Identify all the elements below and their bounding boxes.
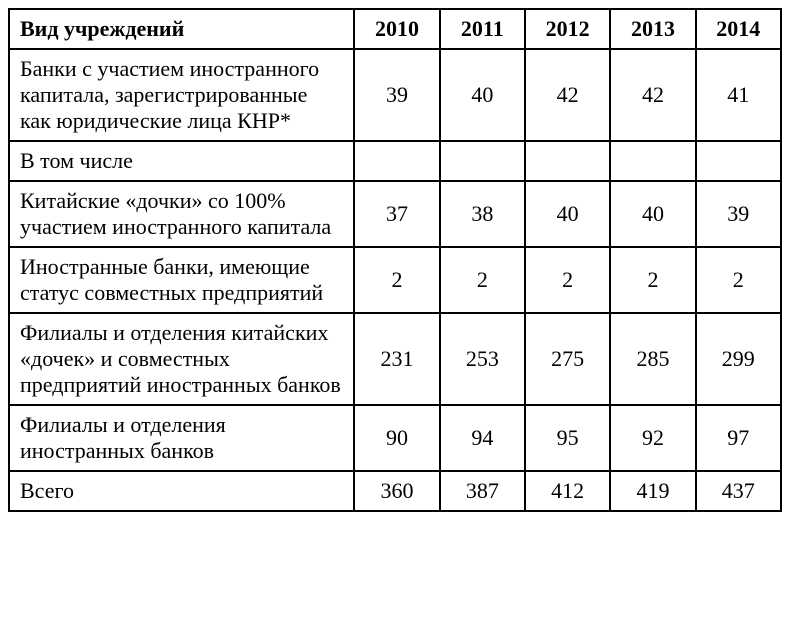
cell-value: 95 <box>525 405 610 471</box>
col-header-2012: 2012 <box>525 9 610 49</box>
row-label: Филиалы и отделения иностранных банков <box>9 405 354 471</box>
cell-value: 2 <box>440 247 525 313</box>
table-row: Банки с участием иностранного капитала, … <box>9 49 781 141</box>
cell-value: 92 <box>610 405 695 471</box>
table-row: Иностранные банки, имеющие статус совмес… <box>9 247 781 313</box>
cell-value <box>610 141 695 181</box>
row-label: Филиалы и отделения китайских «дочек» и … <box>9 313 354 405</box>
col-header-2011: 2011 <box>440 9 525 49</box>
header-row: Вид учреждений 2010 2011 2012 2013 2014 <box>9 9 781 49</box>
cell-value: 387 <box>440 471 525 511</box>
table-body: Банки с участием иностранного капитала, … <box>9 49 781 511</box>
row-label: Китайские «дочки» со 100% участием иност… <box>9 181 354 247</box>
cell-value: 37 <box>354 181 439 247</box>
row-label: Иностранные банки, имеющие статус совмес… <box>9 247 354 313</box>
cell-value: 419 <box>610 471 695 511</box>
table-row: Всего 360 387 412 419 437 <box>9 471 781 511</box>
cell-value: 285 <box>610 313 695 405</box>
cell-value: 253 <box>440 313 525 405</box>
cell-value: 90 <box>354 405 439 471</box>
cell-value: 231 <box>354 313 439 405</box>
cell-value: 2 <box>354 247 439 313</box>
cell-value: 40 <box>610 181 695 247</box>
cell-value: 39 <box>354 49 439 141</box>
row-label: Всего <box>9 471 354 511</box>
cell-value <box>354 141 439 181</box>
col-header-2014: 2014 <box>696 9 781 49</box>
cell-value: 42 <box>610 49 695 141</box>
cell-value: 97 <box>696 405 781 471</box>
table-row: Филиалы и отделения иностранных банков 9… <box>9 405 781 471</box>
cell-value: 2 <box>525 247 610 313</box>
col-header-type: Вид учреждений <box>9 9 354 49</box>
cell-value: 38 <box>440 181 525 247</box>
table-row: Филиалы и отделения китайских «дочек» и … <box>9 313 781 405</box>
cell-value <box>696 141 781 181</box>
col-header-2010: 2010 <box>354 9 439 49</box>
table-row: В том числе <box>9 141 781 181</box>
row-label: В том числе <box>9 141 354 181</box>
cell-value: 40 <box>440 49 525 141</box>
table-row: Китайские «дочки» со 100% участием иност… <box>9 181 781 247</box>
cell-value: 360 <box>354 471 439 511</box>
cell-value: 2 <box>696 247 781 313</box>
col-header-2013: 2013 <box>610 9 695 49</box>
row-label: Банки с участием иностранного капитала, … <box>9 49 354 141</box>
cell-value: 437 <box>696 471 781 511</box>
cell-value: 94 <box>440 405 525 471</box>
cell-value: 275 <box>525 313 610 405</box>
cell-value: 2 <box>610 247 695 313</box>
cell-value: 412 <box>525 471 610 511</box>
cell-value: 299 <box>696 313 781 405</box>
institutions-table: Вид учреждений 2010 2011 2012 2013 2014 … <box>8 8 782 512</box>
cell-value: 42 <box>525 49 610 141</box>
cell-value <box>525 141 610 181</box>
cell-value <box>440 141 525 181</box>
cell-value: 41 <box>696 49 781 141</box>
cell-value: 39 <box>696 181 781 247</box>
cell-value: 40 <box>525 181 610 247</box>
